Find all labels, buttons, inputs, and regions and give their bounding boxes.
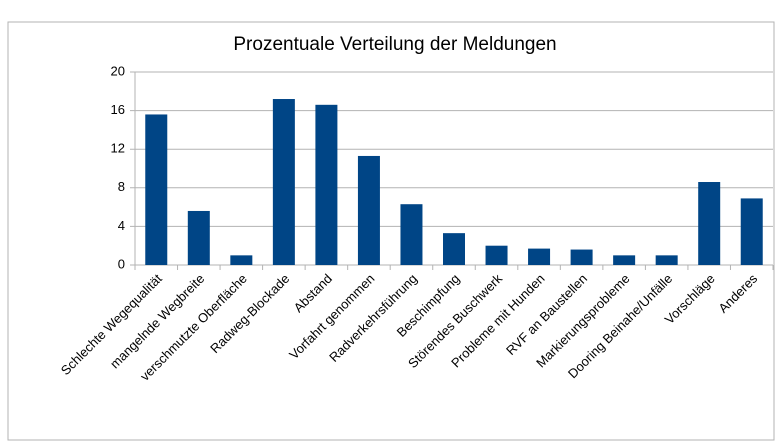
chart-frame <box>7 21 775 441</box>
bar <box>443 233 465 265</box>
y-tick-label: 12 <box>111 141 125 156</box>
bar <box>187 210 210 265</box>
bar <box>570 249 593 265</box>
bar <box>485 245 508 265</box>
bar <box>315 104 338 265</box>
bar <box>528 248 551 265</box>
bar <box>400 204 423 265</box>
bar <box>740 198 763 265</box>
y-tick-label: 0 <box>118 256 125 271</box>
y-tick-label: 4 <box>118 218 125 233</box>
bar <box>655 255 678 265</box>
bar <box>272 99 295 266</box>
y-tick-label: 20 <box>111 63 125 78</box>
bar <box>357 155 380 265</box>
bar <box>613 255 636 265</box>
y-tick-label: 16 <box>111 102 125 117</box>
bar <box>698 182 721 265</box>
bar <box>145 114 168 266</box>
chart-title: Prozentuale Verteilung der Meldungen <box>233 34 556 55</box>
y-tick-label: 8 <box>118 179 125 194</box>
bar <box>230 255 253 265</box>
